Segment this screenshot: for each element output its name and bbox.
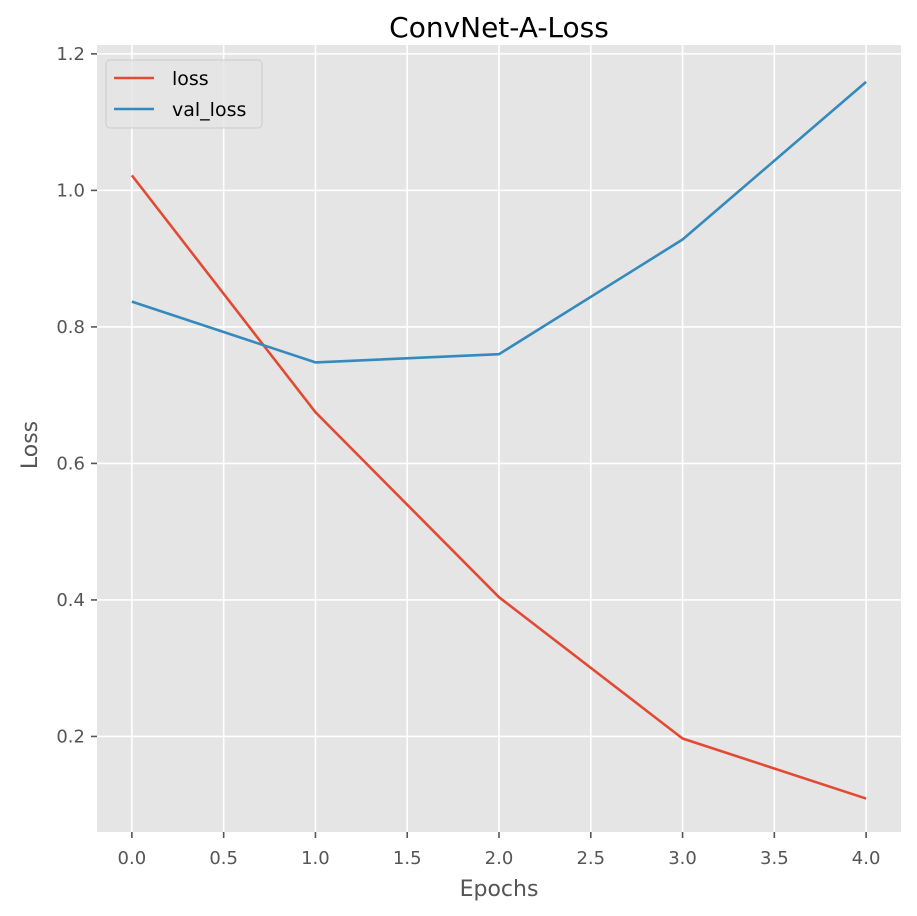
chart-title: ConvNet-A-Loss (389, 11, 609, 44)
y-tick-label: 1.0 (56, 180, 85, 201)
y-tick-label: 0.6 (56, 453, 85, 474)
x-axis-ticks: 0.0 0.5 1.0 1.5 2.0 2.5 3.0 3.5 4.0 (118, 832, 881, 869)
y-tick-label: 0.2 (56, 726, 85, 747)
series-lines (130, 80, 867, 800)
series-line-loss (130, 174, 867, 800)
x-tick-label: 4.0 (852, 848, 881, 869)
y-axis-label: Loss (18, 421, 43, 469)
x-axis-label: Epochs (460, 877, 539, 902)
y-tick-label: 0.8 (56, 317, 85, 338)
x-tick-label: 1.0 (301, 848, 330, 869)
x-tick-label: 2.0 (485, 848, 514, 869)
legend-label: val_loss (172, 99, 246, 121)
x-tick-label: 3.5 (760, 848, 789, 869)
x-tick-label: 0.5 (209, 848, 238, 869)
legend: loss val_loss (105, 59, 263, 129)
series-line-val-loss (131, 80, 867, 364)
y-axis-ticks: 0.2 0.4 0.6 0.8 1.0 1.2 (56, 44, 97, 747)
legend-label: loss (172, 68, 209, 90)
x-tick-label: 1.5 (393, 848, 422, 869)
grid-lines (97, 45, 901, 832)
y-tick-label: 1.2 (56, 44, 85, 65)
y-tick-label: 0.4 (56, 590, 85, 611)
x-tick-label: 3.0 (668, 848, 697, 869)
x-tick-label: 2.5 (576, 848, 605, 869)
x-tick-label: 0.0 (118, 848, 147, 869)
